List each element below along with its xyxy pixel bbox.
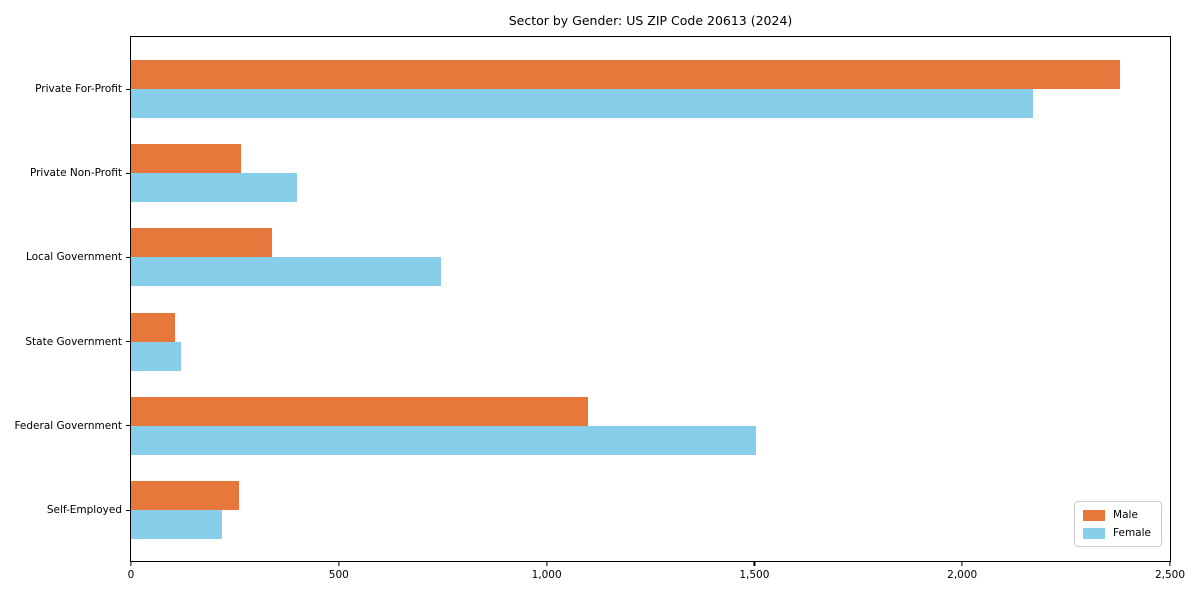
x-tick-label-1-000: 1,000 xyxy=(531,569,562,581)
x-tick xyxy=(546,561,548,566)
bar-female-state-government xyxy=(131,341,181,371)
x-tick-label-0: 0 xyxy=(127,569,135,581)
bar-female-self-employed xyxy=(131,510,223,539)
x-tick xyxy=(130,561,132,566)
bar-male-local-government xyxy=(131,228,273,258)
y-tick xyxy=(126,425,131,427)
y-axis-label-private-for-profit: Private For-Profit xyxy=(35,83,122,95)
y-tick xyxy=(126,256,131,259)
y-axis-label-local-government: Local Government xyxy=(25,251,122,264)
x-tick-label-1-500: 1,500 xyxy=(739,569,770,581)
legend-label-male: Male xyxy=(1113,509,1138,521)
bar-female-local-government xyxy=(131,257,441,287)
x-tick-label-2-500: 2,500 xyxy=(1154,569,1186,581)
x-tick xyxy=(1169,561,1171,566)
x-tick xyxy=(961,561,963,566)
y-tick xyxy=(126,341,131,343)
legend-label-female: Female xyxy=(1113,527,1151,539)
legend-entry-male: Male xyxy=(1083,509,1151,521)
plot-area: Private For-Profit Private Non-Profit Loca… xyxy=(14,36,1185,581)
x-tick xyxy=(753,561,755,566)
bar-male-self-employed xyxy=(131,481,240,510)
bar-female-private-non-profit xyxy=(131,173,298,203)
x-tick-label-500: 500 xyxy=(328,569,349,581)
legend-entry-female: Female xyxy=(1083,527,1151,539)
y-axis-label-state-government: State Government xyxy=(25,335,122,348)
bar-female-federal-government xyxy=(131,425,757,455)
bar-male-federal-government xyxy=(131,396,589,426)
y-tick xyxy=(126,172,131,174)
x-tick-label-2-000: 2,000 xyxy=(947,569,978,581)
bar-male-private-for-profit xyxy=(131,60,1121,89)
bar-male-state-government xyxy=(131,312,175,342)
legend: Male Female xyxy=(1074,501,1162,547)
legend-swatch-female xyxy=(1083,527,1106,539)
bar-male-private-non-profit xyxy=(131,144,242,174)
chart-title: Sector by Gender: US ZIP Code 20613 (202… xyxy=(508,13,793,28)
y-tick xyxy=(126,509,131,511)
x-tick xyxy=(338,561,340,566)
y-tick xyxy=(126,88,131,90)
y-axis-label-private-non-profit: Private Non-Profit xyxy=(29,167,122,180)
y-axis-label-self-employed: Self-Employed xyxy=(46,504,122,516)
y-axis-label-federal-government: Federal Government xyxy=(14,419,122,432)
bar-female-private-for-profit xyxy=(131,89,1033,118)
legend-swatch-male xyxy=(1083,509,1106,521)
